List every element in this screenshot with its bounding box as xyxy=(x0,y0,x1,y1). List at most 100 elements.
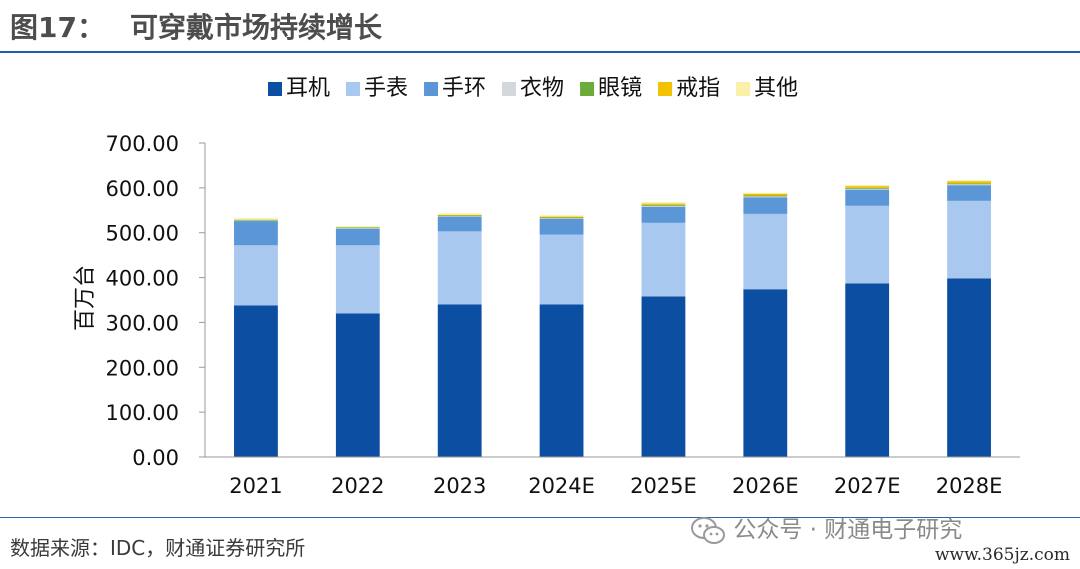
x-tick-label: 2027E xyxy=(834,474,901,498)
y-tick-label: 600.00 xyxy=(106,177,179,201)
bar-2024E-衣物 xyxy=(539,217,584,219)
bar-2028E-手表 xyxy=(947,200,991,279)
bar-2023-手环 xyxy=(437,216,482,232)
bars xyxy=(234,180,991,457)
bar-2026E-其他 xyxy=(743,192,788,194)
figure-number: 图17： xyxy=(10,11,105,44)
bar-2021-衣物 xyxy=(234,220,278,222)
x-axis: 2021 2022 2023 2024E 2025E 2026E 2027E 2028E xyxy=(205,456,1020,498)
watermark-text: 公众号 · 财通电子研究 xyxy=(733,517,963,543)
bar-2022-手表 xyxy=(335,245,380,314)
source-note: 数据来源：IDC，财通证券研究所 xyxy=(10,536,306,560)
bar-2025E-衣物 xyxy=(641,205,686,207)
bar-2025E-耳机 xyxy=(641,296,686,457)
y-tick-label: 500.00 xyxy=(106,222,179,246)
legend-label: 手环 xyxy=(442,76,486,101)
legend-swatch xyxy=(346,82,361,96)
y-axis-label: 百万台 xyxy=(73,265,98,331)
bar-2023-手表 xyxy=(437,231,482,305)
bar-2023-其他 xyxy=(437,213,482,215)
bar-2026E-戒指 xyxy=(743,193,788,196)
legend-label: 眼镜 xyxy=(598,76,642,101)
bar-2026E-衣物 xyxy=(743,196,788,198)
bar-2023-衣物 xyxy=(437,215,482,217)
wechat-icon xyxy=(691,516,725,544)
bar-2027E-耳机 xyxy=(845,283,890,457)
stacked-bar-chart: 耳机 手表 手环 衣物 眼镜 戒指 其他 0.00 100.00 200.00 300.00 400… xyxy=(73,76,1020,498)
x-tick-label: 2026E xyxy=(732,474,799,498)
legend-label: 其他 xyxy=(754,76,798,101)
watermark: 公众号 · 财通电子研究 xyxy=(690,510,962,546)
bar-2026E-手表 xyxy=(743,213,788,290)
bar-2026E-眼镜 xyxy=(743,195,788,197)
figure-title: 图17： 可穿戴市场持续增长 xyxy=(10,8,382,48)
bar-2028E-眼镜 xyxy=(947,183,991,185)
bar-2024E-手环 xyxy=(539,218,584,235)
bar-2022-眼镜 xyxy=(335,227,380,229)
bar-2021-眼镜 xyxy=(234,219,278,221)
legend-label: 耳机 xyxy=(286,76,330,101)
bar-2024E-手表 xyxy=(539,234,584,305)
bar-2028E-手环 xyxy=(947,185,991,201)
bar-2028E-耳机 xyxy=(947,278,991,457)
bar-2025E-其他 xyxy=(641,202,686,204)
bar-2028E-戒指 xyxy=(947,181,991,184)
bar-2023-戒指 xyxy=(437,214,482,216)
bar-2024E-其他 xyxy=(539,215,584,217)
x-tick-label: 2028E xyxy=(936,474,1003,498)
bar-2022-耳机 xyxy=(335,313,380,457)
watermark-url: www.365jz.com xyxy=(935,545,1070,565)
bar-2025E-手表 xyxy=(641,222,686,297)
bar-2028E-衣物 xyxy=(947,184,991,186)
legend: 耳机 手表 手环 衣物 眼镜 戒指 其他 xyxy=(268,76,798,101)
x-tick-label: 2022 xyxy=(331,474,384,498)
legend-swatch xyxy=(502,82,517,96)
legend-swatch xyxy=(424,82,439,96)
legend-swatch xyxy=(580,82,595,96)
bar-2022-其他 xyxy=(335,225,380,228)
bar-2024E-耳机 xyxy=(539,304,584,457)
bar-2021-其他 xyxy=(234,217,278,220)
bar-2027E-其他 xyxy=(845,185,890,187)
legend-swatch xyxy=(268,82,282,96)
bar-2026E-耳机 xyxy=(743,289,788,457)
x-tick-label: 2023 xyxy=(433,474,486,498)
bar-2027E-衣物 xyxy=(845,188,890,190)
y-tick-label: 700.00 xyxy=(106,132,179,156)
figure-title-text: 可穿戴市场持续增长 xyxy=(130,11,383,44)
x-tick-label: 2024E xyxy=(528,474,595,498)
bar-2027E-眼镜 xyxy=(845,187,890,189)
legend-swatch xyxy=(736,82,751,96)
bar-2022-衣物 xyxy=(335,227,380,229)
bar-2027E-手表 xyxy=(845,205,890,284)
bar-2026E-手环 xyxy=(743,197,788,214)
legend-label: 手表 xyxy=(364,76,408,101)
legend-label: 戒指 xyxy=(676,76,720,101)
legend-swatch xyxy=(658,82,673,96)
y-tick-label: 300.00 xyxy=(106,311,179,335)
bar-2027E-戒指 xyxy=(845,186,890,188)
legend-label: 衣物 xyxy=(520,76,564,101)
bar-2025E-手环 xyxy=(641,206,686,223)
title-divider xyxy=(0,51,1080,53)
y-tick-label: 400.00 xyxy=(106,267,179,291)
bar-2022-手环 xyxy=(335,228,380,246)
y-tick-label: 0.00 xyxy=(132,446,179,470)
y-tick-label: 200.00 xyxy=(106,356,179,380)
x-tick-label: 2025E xyxy=(630,474,697,498)
y-tick-label: 100.00 xyxy=(106,401,179,425)
footer-divider xyxy=(0,517,1080,518)
bar-2024E-戒指 xyxy=(539,216,584,218)
bar-2021-手环 xyxy=(234,221,278,246)
x-tick-label: 2021 xyxy=(229,474,282,498)
y-axis: 0.00 100.00 200.00 300.00 400.00 500.00 600.00… xyxy=(106,132,206,470)
bar-2024E-眼镜 xyxy=(539,217,584,219)
bar-2025E-戒指 xyxy=(641,203,686,205)
bar-2021-手表 xyxy=(234,245,278,306)
bar-2021-耳机 xyxy=(234,305,278,457)
bar-2023-耳机 xyxy=(437,304,482,457)
bar-2023-眼镜 xyxy=(437,215,482,217)
bar-2025E-眼镜 xyxy=(641,204,686,206)
bar-2028E-其他 xyxy=(947,180,991,182)
bar-2027E-手环 xyxy=(845,189,890,206)
